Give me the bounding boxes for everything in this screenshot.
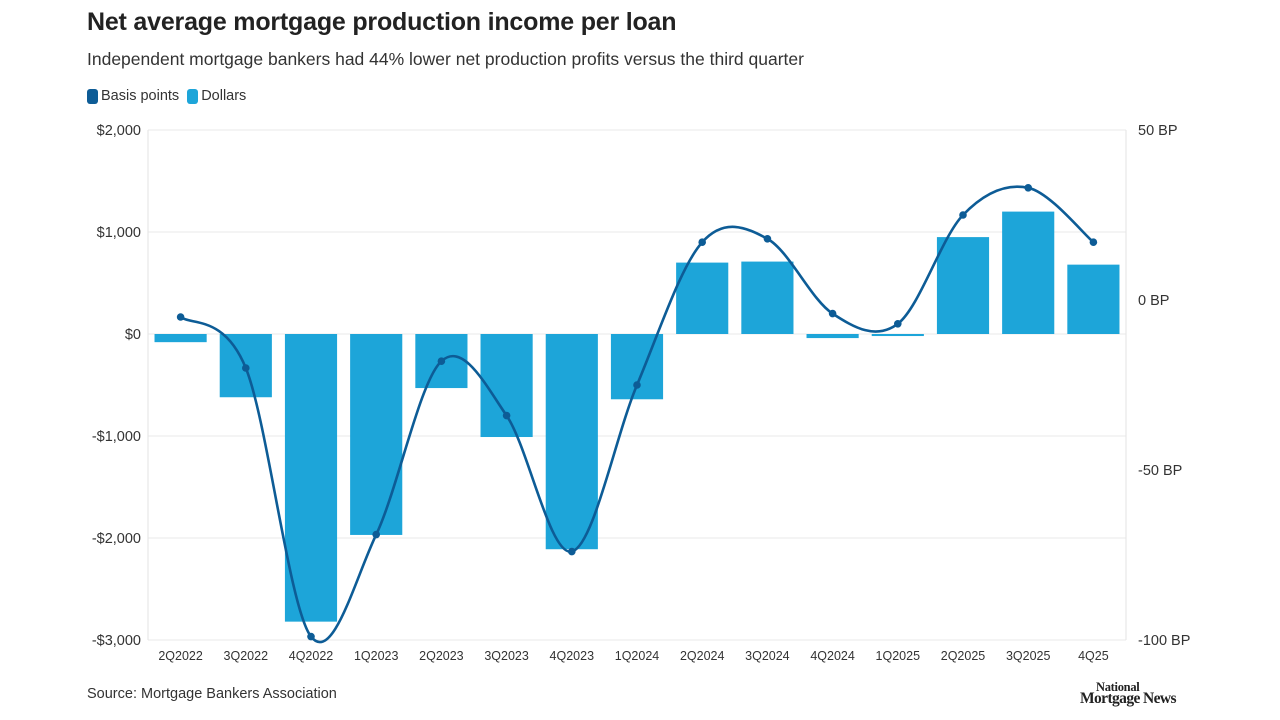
basis-points-marker <box>698 238 706 246</box>
legend-label-dollars: Dollars <box>201 88 247 104</box>
bar <box>1067 264 1120 334</box>
left-axis-tick-label: -$1,000 <box>92 429 141 445</box>
x-axis-tick-label: 4Q2023 <box>550 649 595 663</box>
x-axis-tick-label: 1Q2024 <box>615 649 660 663</box>
basis-points-marker <box>307 632 315 641</box>
left-axis-tick-label: $1,000 <box>97 225 141 241</box>
right-axis-tick-label: 50 BP <box>1138 123 1178 139</box>
basis-points-marker <box>1089 238 1098 246</box>
brand-logo-line2: Mortgage News <box>1080 690 1177 707</box>
source-note: Source: Mortgage Bankers Association <box>87 686 337 702</box>
bar <box>871 334 924 337</box>
brand-logo: National Mortgage News <box>1080 680 1200 707</box>
legend-label-basis-points: Basis points <box>101 88 180 104</box>
x-axis-tick-label: 4Q2024 <box>810 649 855 663</box>
left-axis-tick-label: -$2,000 <box>92 531 141 547</box>
x-axis-tick-label: 2Q2024 <box>680 649 725 663</box>
basis-points-marker <box>437 357 446 366</box>
brand-logo-line1: National <box>1096 680 1140 694</box>
basis-points-marker <box>828 309 837 318</box>
legend-item-dollars: Dollars <box>187 88 246 104</box>
bar <box>741 261 794 334</box>
left-axis-tick-label: $2,000 <box>97 123 141 139</box>
x-axis-tick-label: 1Q2023 <box>354 649 399 663</box>
basis-points-marker <box>176 313 185 321</box>
right-axis-tick-label: -50 BP <box>1138 463 1182 479</box>
basis-points-marker <box>1024 184 1032 192</box>
bar <box>936 237 990 334</box>
x-axis-tick-label: 4Q2022 <box>289 649 334 663</box>
bar <box>350 334 403 535</box>
basis-points-marker <box>633 381 641 389</box>
left-axis-tick-label: -$3,000 <box>92 633 141 649</box>
right-axis-tick-label: -100 BP <box>1138 633 1190 649</box>
x-axis-tick-label: 3Q2023 <box>484 649 529 663</box>
legend-swatch-basis-points <box>87 88 98 104</box>
basis-points-marker <box>894 320 902 328</box>
right-axis-tick-label: 0 BP <box>1138 293 1169 309</box>
bar <box>806 334 859 339</box>
bar <box>154 334 207 343</box>
bar <box>676 262 729 334</box>
left-axis-tick-label: $0 <box>125 327 141 343</box>
legend: Basis points Dollars <box>87 88 254 104</box>
x-axis-tick-label: 2Q2022 <box>158 649 203 663</box>
legend-item-basis-points: Basis points <box>87 88 179 104</box>
basis-points-marker <box>763 235 772 243</box>
basis-points-marker <box>502 411 511 420</box>
x-axis-tick-label: 3Q2025 <box>1006 649 1051 663</box>
chart-title: Net average mortgage production income p… <box>87 8 677 36</box>
bar <box>545 334 598 550</box>
basis-points-marker <box>568 547 576 556</box>
basis-points-marker <box>242 364 250 372</box>
x-axis-tick-label: 4Q25 <box>1078 649 1109 663</box>
x-axis-tick-label: 1Q2025 <box>876 649 921 663</box>
x-axis-tick-label: 3Q2022 <box>224 649 269 663</box>
bar <box>610 334 664 400</box>
bar <box>1002 211 1055 334</box>
legend-swatch-dollars <box>187 88 199 104</box>
bar <box>284 334 338 622</box>
basis-points-marker <box>959 211 967 219</box>
x-axis-tick-label: 3Q2024 <box>745 649 790 663</box>
chart-subtitle: Independent mortgage bankers had 44% low… <box>87 49 804 69</box>
x-axis-tick-label: 2Q2023 <box>419 649 464 663</box>
basis-points-marker <box>372 530 381 539</box>
chart-area: $2,000 $1,000 $0 -$1,000 -$2,000 -$3,000 50 BP… <box>92 123 1191 663</box>
bar <box>480 334 533 438</box>
x-axis-tick-label: 2Q2025 <box>941 649 986 663</box>
